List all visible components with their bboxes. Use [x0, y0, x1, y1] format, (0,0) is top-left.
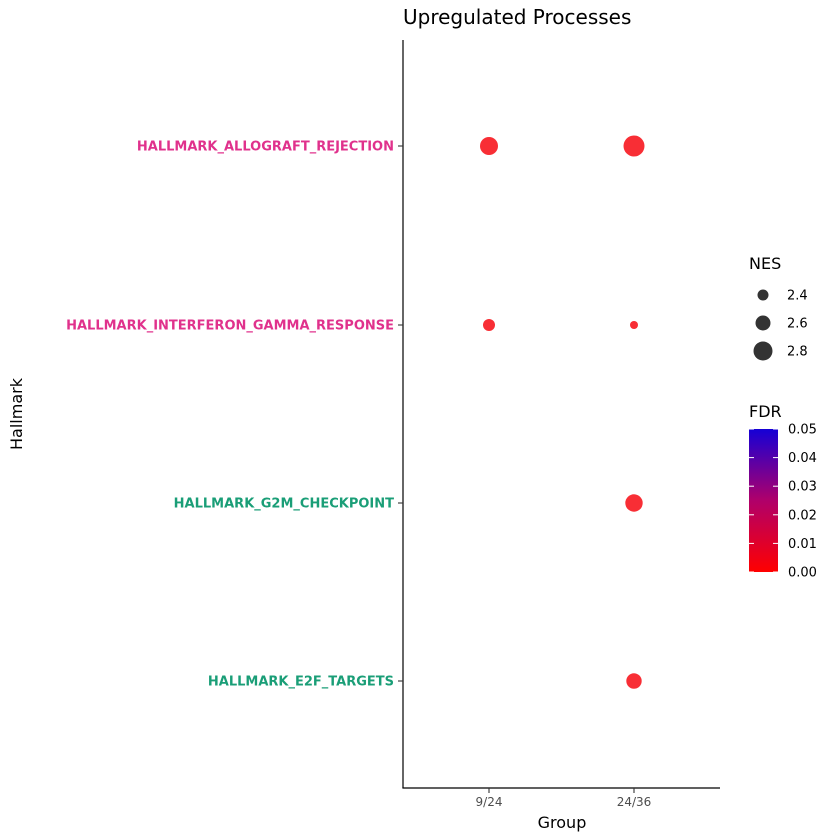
data-point: [630, 321, 638, 329]
y-axis-title: Hallmark: [7, 377, 26, 450]
nes-legend-key: [753, 341, 773, 361]
nes-size-legend: NES 2.4 2.6 2.8: [749, 254, 808, 361]
x-axis-title: Group: [538, 813, 587, 832]
fdr-legend-label: 0.05: [788, 423, 817, 438]
y-tick-label: HALLMARK_G2M_CHECKPOINT: [174, 497, 394, 512]
fdr-legend-label: 0.01: [788, 537, 817, 552]
x-tick-label: 9/24: [476, 795, 503, 809]
nes-legend-title: NES: [749, 254, 781, 273]
fdr-color-legend: FDR 0.05 0.04 0.03 0.02 0.01 0.00: [749, 402, 817, 581]
chart-title: Upregulated Processes: [403, 5, 631, 29]
fdr-legend-label: 0.02: [788, 508, 817, 523]
nes-legend-label: 2.8: [787, 345, 808, 360]
y-tick-group: HALLMARK_ALLOGRAFT_REJECTION HALLMARK_INT…: [66, 140, 403, 690]
data-point: [483, 319, 495, 331]
nes-legend-label: 2.6: [787, 317, 808, 332]
y-tick-label: HALLMARK_E2F_TARGETS: [208, 675, 394, 690]
x-tick-group: 9/24 24/36: [476, 788, 652, 809]
axes: [402, 40, 720, 789]
data-point: [626, 673, 642, 689]
data-point: [625, 494, 643, 512]
nes-legend-key: [755, 315, 771, 331]
data-points: [480, 135, 645, 689]
fdr-legend-label: 0.00: [788, 566, 817, 581]
fdr-legend-label: 0.04: [788, 451, 817, 466]
fdr-colorbar: [749, 429, 778, 572]
data-point: [623, 135, 645, 157]
data-point: [480, 137, 498, 155]
nes-legend-key: [757, 289, 769, 301]
fdr-legend-label: 0.03: [788, 480, 817, 495]
y-tick-label: HALLMARK_INTERFERON_GAMMA_RESPONSE: [66, 319, 394, 334]
x-tick-label: 24/36: [617, 795, 652, 809]
y-tick-label: HALLMARK_ALLOGRAFT_REJECTION: [137, 140, 394, 155]
nes-legend-label: 2.4: [787, 289, 808, 304]
fdr-legend-title: FDR: [749, 402, 782, 421]
